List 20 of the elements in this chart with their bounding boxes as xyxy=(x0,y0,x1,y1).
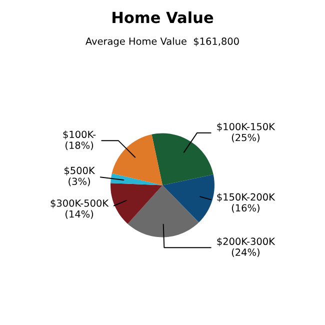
slice-label: $100K- xyxy=(63,130,96,140)
slice-label: $100K-150K xyxy=(217,122,276,132)
data-label: (18%) xyxy=(66,141,94,150)
pie-slice xyxy=(162,174,214,222)
data-label: (25%) xyxy=(232,134,260,142)
chart-title: Home Value xyxy=(112,11,214,24)
slice-label: $500K xyxy=(64,166,96,176)
pie-slice xyxy=(110,183,162,224)
pie-slice xyxy=(152,133,214,186)
pie-slice xyxy=(128,185,199,238)
data-label: (24%) xyxy=(232,248,260,258)
pie-slice xyxy=(112,134,162,186)
slice-label: $150K-200K xyxy=(217,193,276,202)
data-label: (16%) xyxy=(232,204,260,213)
pie-slice xyxy=(110,173,162,186)
chart-subtitle: Average Home Value $161,800 xyxy=(86,37,239,47)
data-label: (3%) xyxy=(68,178,90,186)
data-label: (14%) xyxy=(66,210,94,219)
slice-label: $300K-500K xyxy=(50,199,109,208)
slice-label: $200K-300K xyxy=(217,237,276,246)
